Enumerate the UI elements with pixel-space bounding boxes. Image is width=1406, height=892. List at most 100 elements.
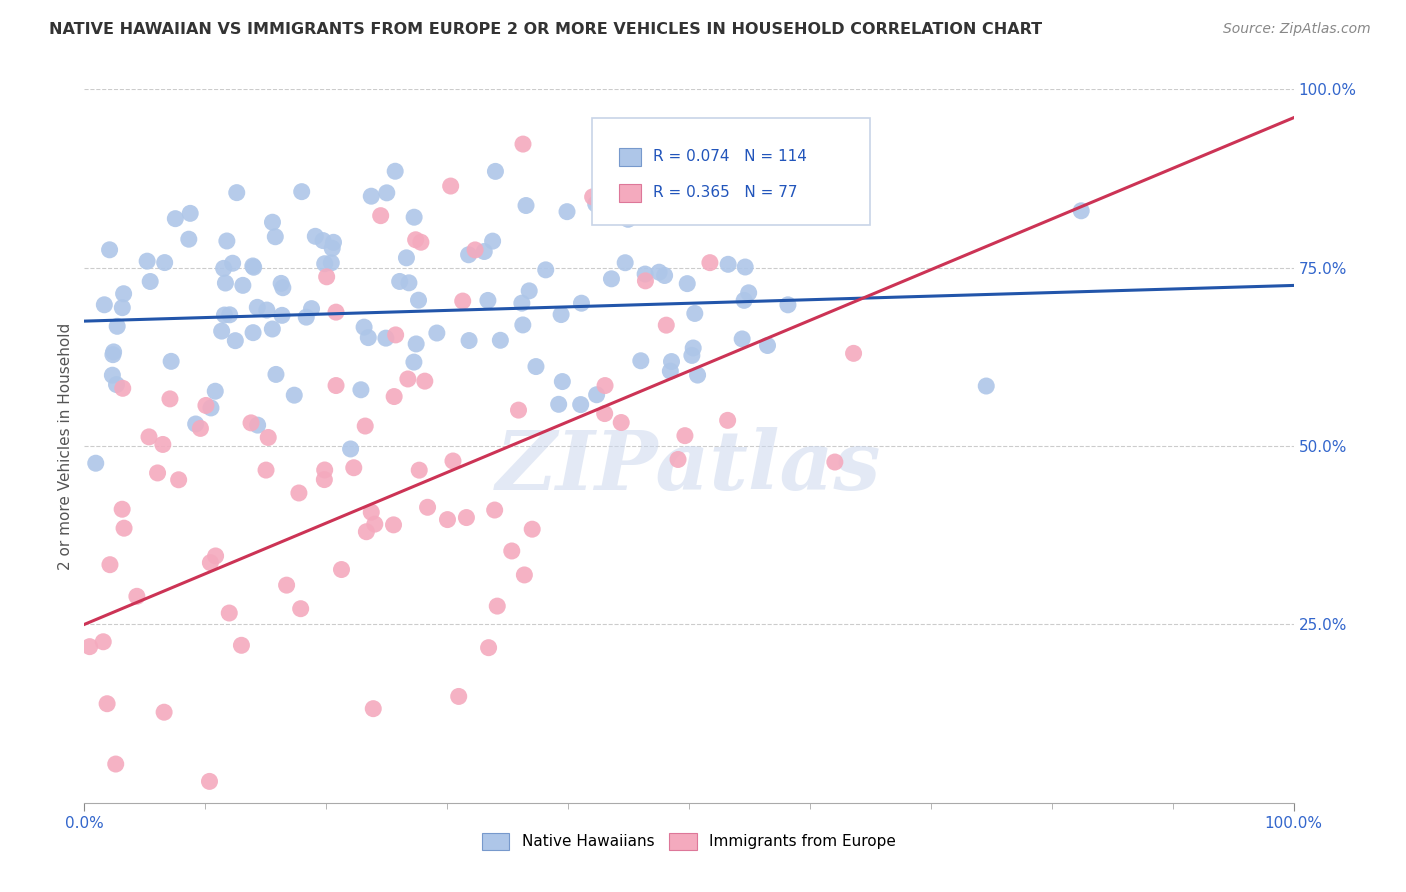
Point bbox=[686, 368, 709, 382]
Point bbox=[361, 701, 384, 715]
Point bbox=[291, 185, 314, 199]
Point bbox=[472, 244, 495, 259]
Point bbox=[522, 522, 544, 536]
Point bbox=[654, 268, 676, 283]
Point bbox=[270, 277, 292, 291]
Point bbox=[360, 189, 382, 203]
Point bbox=[200, 401, 222, 415]
Point bbox=[254, 463, 277, 477]
Point bbox=[214, 308, 236, 322]
Point bbox=[441, 454, 464, 468]
Point bbox=[295, 310, 318, 325]
Point bbox=[105, 377, 128, 392]
Point bbox=[398, 276, 420, 290]
Point bbox=[396, 372, 419, 386]
Point bbox=[555, 204, 578, 219]
Point bbox=[321, 256, 343, 270]
Point bbox=[776, 298, 799, 312]
Point bbox=[204, 384, 226, 399]
Point bbox=[617, 212, 640, 227]
Point bbox=[153, 705, 176, 719]
Text: ZIPatlas: ZIPatlas bbox=[496, 427, 882, 508]
Point bbox=[242, 260, 264, 275]
Point bbox=[159, 392, 181, 406]
Point bbox=[408, 293, 430, 308]
Point bbox=[456, 510, 478, 524]
Point bbox=[190, 421, 212, 435]
Point bbox=[501, 544, 523, 558]
Point bbox=[262, 322, 284, 336]
Point bbox=[513, 568, 536, 582]
Point bbox=[242, 259, 264, 273]
Point bbox=[353, 320, 375, 334]
Point bbox=[458, 334, 481, 348]
Point bbox=[370, 209, 392, 223]
FancyBboxPatch shape bbox=[619, 184, 641, 202]
Point bbox=[240, 416, 263, 430]
Point bbox=[447, 690, 470, 704]
Point bbox=[198, 774, 221, 789]
Point bbox=[585, 388, 607, 402]
Point bbox=[224, 334, 246, 348]
Point bbox=[756, 338, 779, 352]
Point bbox=[655, 318, 678, 333]
Point bbox=[218, 308, 240, 322]
Point bbox=[661, 354, 683, 368]
Point bbox=[104, 757, 127, 772]
Point bbox=[354, 419, 377, 434]
Point bbox=[610, 416, 633, 430]
Point bbox=[146, 466, 169, 480]
Point bbox=[179, 206, 201, 220]
Point bbox=[139, 275, 162, 289]
Point bbox=[524, 359, 547, 374]
Point bbox=[79, 640, 101, 654]
Point bbox=[384, 327, 406, 342]
Point bbox=[699, 255, 721, 269]
Point bbox=[314, 463, 336, 477]
Point bbox=[215, 234, 238, 248]
Point bbox=[634, 274, 657, 288]
Point bbox=[325, 378, 347, 392]
Point bbox=[395, 251, 418, 265]
Point bbox=[339, 442, 361, 456]
Point bbox=[314, 257, 336, 271]
Point bbox=[315, 269, 337, 284]
Point bbox=[585, 197, 607, 211]
Point bbox=[676, 277, 699, 291]
Y-axis label: 2 or more Vehicles in Household: 2 or more Vehicles in Household bbox=[58, 322, 73, 570]
Point bbox=[512, 137, 534, 152]
Point bbox=[388, 275, 411, 289]
Point bbox=[374, 331, 396, 345]
Point bbox=[264, 229, 287, 244]
Point bbox=[404, 211, 426, 225]
Point bbox=[101, 348, 124, 362]
Point bbox=[571, 296, 593, 310]
Point bbox=[547, 397, 569, 411]
Point bbox=[262, 215, 284, 229]
Point bbox=[569, 398, 592, 412]
Text: R = 0.074   N = 114: R = 0.074 N = 114 bbox=[652, 150, 807, 164]
Point bbox=[478, 640, 501, 655]
Point bbox=[451, 294, 474, 309]
Point bbox=[634, 267, 657, 281]
Point bbox=[330, 562, 353, 576]
Point bbox=[232, 278, 254, 293]
Point bbox=[138, 430, 160, 444]
Point bbox=[111, 301, 134, 315]
Point bbox=[218, 606, 240, 620]
Point bbox=[212, 261, 235, 276]
Point bbox=[382, 390, 405, 404]
Point bbox=[225, 186, 247, 200]
Point bbox=[98, 558, 121, 572]
Point bbox=[409, 235, 432, 250]
Point bbox=[593, 378, 616, 392]
Point bbox=[112, 286, 135, 301]
Point bbox=[375, 186, 398, 200]
Point bbox=[630, 353, 652, 368]
Point bbox=[165, 211, 187, 226]
Point bbox=[360, 505, 382, 519]
Point bbox=[350, 383, 373, 397]
Point bbox=[1070, 203, 1092, 218]
Point bbox=[177, 232, 200, 246]
Point bbox=[600, 272, 623, 286]
